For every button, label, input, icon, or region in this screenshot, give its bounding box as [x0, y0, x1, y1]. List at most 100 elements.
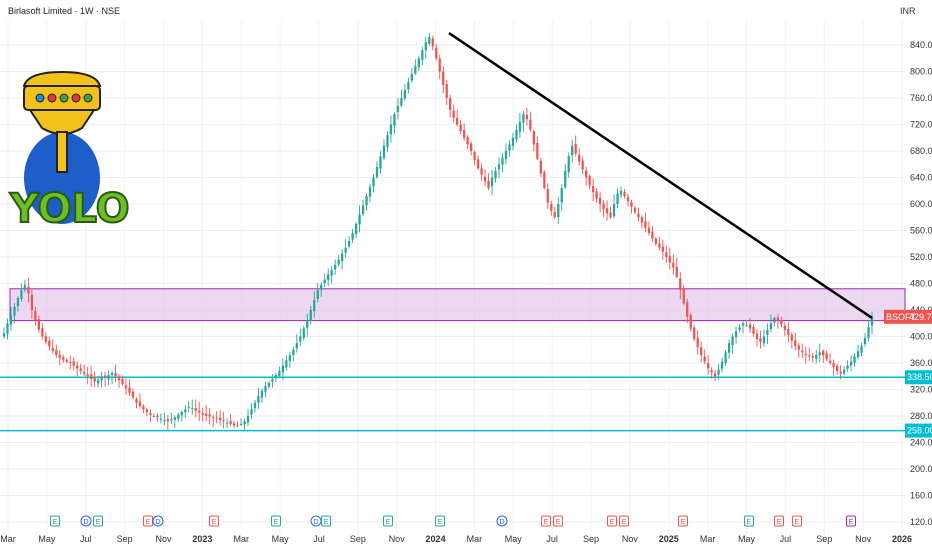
event-marker[interactable]: E	[607, 515, 617, 527]
event-marker[interactable]: E	[619, 515, 629, 527]
candle-body	[435, 47, 438, 59]
y-tick-label: 280.00	[910, 411, 932, 421]
candle-body	[131, 391, 135, 398]
x-tick-label: Mar	[700, 534, 716, 544]
candle-body	[595, 191, 598, 199]
candle-body	[365, 196, 368, 206]
event-marker[interactable]: E	[271, 515, 281, 527]
x-axis: Mar May Jul Sep Nov 2023 Mar May Jul Sep Nov 2024 Ma…	[0, 534, 912, 544]
candle-body	[417, 58, 420, 68]
candle-body	[354, 223, 358, 235]
event-marker-label: E	[146, 519, 151, 526]
candle-body	[13, 306, 16, 316]
event-marker[interactable]: E	[50, 515, 60, 527]
candle-body	[647, 227, 651, 234]
candle-body	[452, 110, 455, 118]
event-marker[interactable]: E	[846, 515, 856, 527]
support-badge	[905, 423, 932, 438]
event-marker[interactable]: E	[93, 515, 103, 527]
candle-body	[86, 374, 89, 377]
event-marker[interactable]: E	[744, 515, 754, 527]
candle-body	[605, 208, 609, 214]
candle-body	[829, 360, 832, 363]
candle-body	[62, 357, 65, 360]
currency-label: INR	[900, 6, 916, 16]
candle-body	[90, 374, 93, 379]
event-marker[interactable]: E	[435, 515, 445, 527]
chart-title: Birlasoft Limited · 1W · NSE	[8, 6, 120, 16]
event-marker[interactable]: D	[310, 515, 322, 527]
candle-body	[661, 246, 664, 252]
event-marker-label: D	[155, 519, 160, 526]
event-marker[interactable]: E	[774, 515, 784, 527]
event-marker[interactable]: D	[496, 515, 508, 527]
y-tick-label: 840.00	[910, 40, 932, 50]
event-marker[interactable]: E	[209, 515, 219, 527]
candle-body	[863, 337, 867, 345]
candle-body	[107, 374, 110, 380]
event-marker-label: E	[681, 519, 686, 526]
candle-body	[707, 363, 710, 369]
grid	[0, 20, 905, 540]
candle-body	[849, 361, 853, 366]
x-tick-label: Jul	[780, 534, 792, 544]
candle-body	[543, 171, 546, 189]
event-marker[interactable]: E	[321, 515, 331, 527]
x-tick-label: May	[505, 534, 523, 544]
event-marker-label: D	[83, 519, 88, 526]
x-tick-label: Mar	[467, 534, 483, 544]
candle-body	[170, 419, 173, 421]
candle-body	[700, 347, 703, 356]
candle-body	[103, 375, 107, 378]
candle-body	[166, 419, 169, 422]
event-marker-label: E	[96, 519, 101, 526]
x-tick-label: May	[38, 534, 56, 544]
candle-body	[832, 363, 835, 367]
candle-body	[93, 377, 96, 382]
candle-body	[630, 201, 633, 207]
candle-body	[801, 350, 804, 353]
event-marker[interactable]: D	[80, 515, 92, 527]
x-tick-label: Jul	[313, 534, 325, 544]
candle-body	[616, 193, 619, 205]
candle-body	[243, 421, 246, 425]
candle-body	[117, 376, 121, 381]
event-marker[interactable]: E	[383, 515, 393, 527]
candle-body	[755, 333, 759, 340]
event-marker[interactable]: E	[553, 515, 563, 527]
event-marker-label: E	[438, 519, 443, 526]
y-tick-label: 600.00	[910, 199, 932, 209]
event-marker[interactable]: E	[678, 515, 688, 527]
candle-body	[623, 191, 626, 197]
symbol-label: BSOFT	[886, 312, 917, 322]
trophy-bowl	[28, 109, 96, 135]
candle-body	[330, 270, 333, 276]
candle-body	[128, 387, 131, 393]
event-marker[interactable]: D	[152, 515, 164, 527]
candle-body	[752, 326, 755, 334]
candle-body	[410, 74, 413, 81]
candle-body	[518, 121, 522, 132]
candle-body	[487, 180, 490, 189]
event-marker[interactable]: E	[143, 515, 153, 527]
event-marker[interactable]: E	[792, 515, 802, 527]
candle-body	[156, 415, 159, 418]
support-badge	[905, 370, 932, 385]
candle-body	[121, 378, 124, 385]
candle-body	[539, 160, 542, 174]
candle-body	[313, 300, 316, 312]
candle-body	[407, 82, 410, 90]
candle-body	[713, 373, 717, 377]
candle-body	[546, 189, 549, 203]
candle-body	[27, 286, 30, 294]
candle-body	[612, 204, 616, 217]
x-tick-label: May	[738, 534, 756, 544]
candle-body	[675, 266, 678, 277]
candle-body	[790, 334, 793, 341]
candle-body	[6, 323, 9, 335]
event-marker[interactable]: E	[541, 515, 551, 527]
candle-body	[292, 349, 295, 356]
candle-body	[344, 247, 347, 253]
candle-body	[114, 373, 117, 377]
